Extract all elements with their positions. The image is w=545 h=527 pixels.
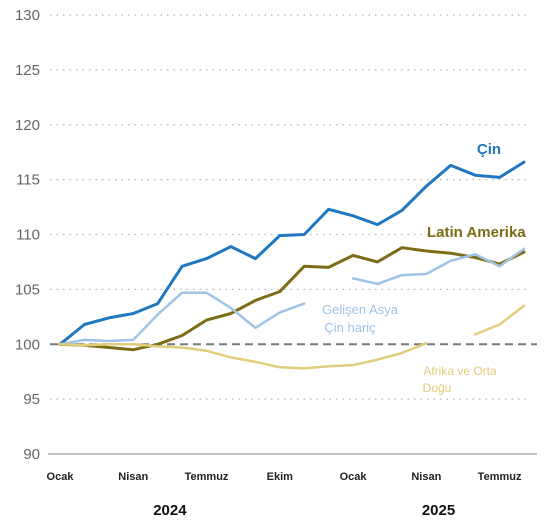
series-annotation: Doğu [423,381,452,395]
y-axis-ticks: 90 95 100 105 110 115 120 125 130 [15,7,40,463]
y-tick-label: 125 [15,62,40,79]
series-line [58,291,306,346]
series-annotation: Afrika ve Orta [423,364,497,378]
year-label: 2025 [422,502,455,519]
year-label: 2024 [153,502,187,519]
x-axis-ticks: Ocak Nisan Temmuz Ekim Ocak Nisan Temmuz [47,471,522,483]
x-tick-label: Temmuz [185,471,229,483]
year-labels: 2024 2025 [153,502,455,519]
series-annotation: Çin [477,141,501,158]
series-annotation: Gelişen Asya [322,302,399,317]
y-tick-label: 120 [15,117,40,134]
x-tick-label: Ocak [340,471,368,483]
series-line [58,341,428,370]
series-annotations: Çin Latin Amerika Gelişen Asya Çin hariç Afr… [322,141,526,395]
y-tick-label: 110 [16,227,40,244]
y-tick-label: 130 [15,7,40,24]
series-line [473,304,526,336]
x-tick-label: Ekim [267,471,294,483]
x-tick-label: Nisan [118,471,148,483]
series-line [351,247,526,286]
y-tick-label: 95 [23,391,40,408]
x-tick-label: Nisan [411,471,441,483]
y-tick-label: 100 [15,336,40,353]
series-annotation: Çin hariç [324,320,376,335]
y-tick-label: 105 [15,281,40,298]
y-tick-label: 90 [23,446,40,463]
y-tick-label: 115 [16,172,40,189]
series-annotation: Latin Amerika [427,224,526,241]
x-tick-label: Ocak [47,471,75,483]
series-line [58,246,526,352]
x-tick-label: Temmuz [478,471,522,483]
series-line [58,160,526,346]
series-lines [58,160,526,370]
